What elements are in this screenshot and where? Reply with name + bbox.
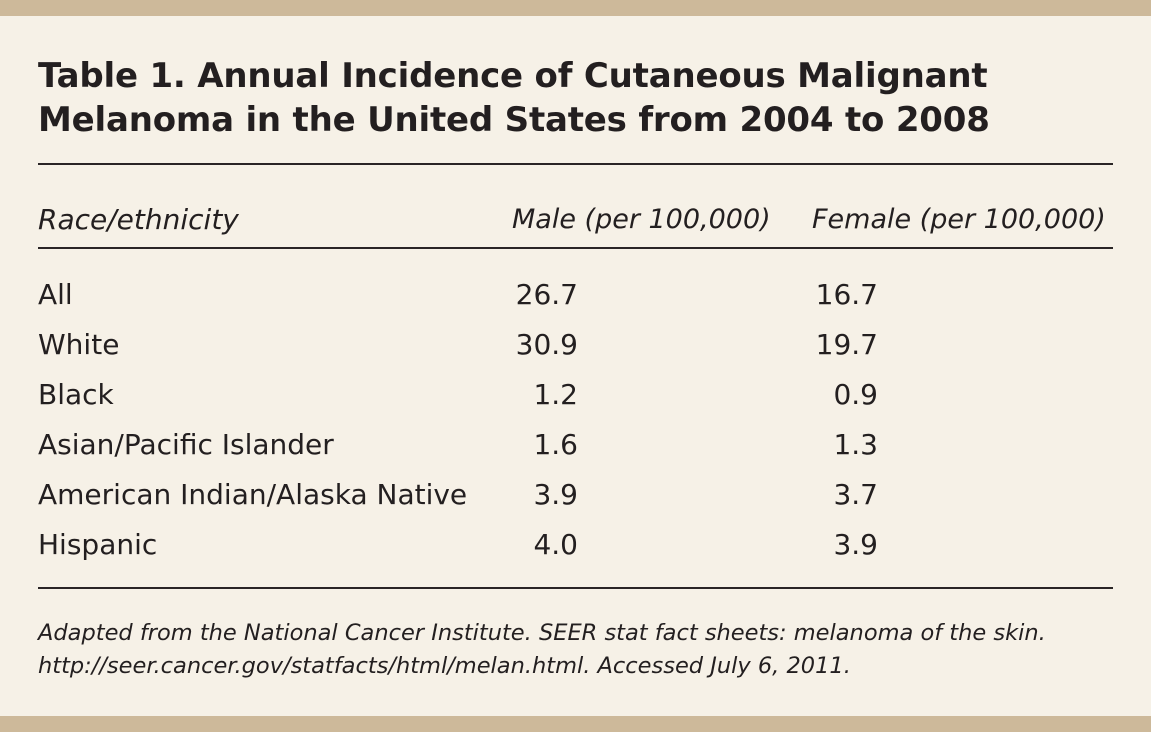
table-title: Table 1. Annual Incidence of Cutaneous M… (38, 54, 1098, 142)
race-cell: American Indian/Alaska Native (38, 478, 468, 511)
footnote-line-1: Adapted from the National Cancer Institu… (38, 620, 1046, 646)
table-row: All 26.7 16.7 (0, 277, 1151, 327)
column-header-race: Race/ethnicity (38, 203, 239, 236)
male-cell: 30.9 (515, 328, 578, 361)
bottom-band (0, 716, 1151, 732)
female-cell: 16.7 (815, 278, 878, 311)
table-title-line-2: Melanoma in the United States from 2004 … (38, 100, 990, 140)
top-rule (38, 163, 1113, 165)
race-cell: White (38, 328, 120, 361)
table-row: American Indian/Alaska Native 3.9 3.7 (0, 477, 1151, 527)
table-row: White 30.9 19.7 (0, 327, 1151, 377)
column-header-male: Male (per 100,000) (512, 204, 771, 235)
footnote-line-2: http://seer.cancer.gov/statfacts/html/me… (38, 653, 851, 679)
race-cell: Hispanic (38, 528, 158, 561)
header-rule (38, 247, 1113, 249)
column-header-female: Female (per 100,000) (812, 204, 1106, 235)
female-cell: 3.9 (833, 528, 878, 561)
male-cell: 3.9 (533, 478, 578, 511)
male-cell: 26.7 (515, 278, 578, 311)
male-cell: 1.6 (533, 428, 578, 461)
male-cell: 4.0 (533, 528, 578, 561)
table-title-line-1: Table 1. Annual Incidence of Cutaneous M… (38, 56, 988, 96)
table-row: Asian/Pacific Islander 1.6 1.3 (0, 427, 1151, 477)
race-cell: Black (38, 378, 114, 411)
top-band (0, 0, 1151, 16)
female-cell: 1.3 (833, 428, 878, 461)
table-row: Hispanic 4.0 3.9 (0, 527, 1151, 577)
race-cell: Asian/Pacific Islander (38, 428, 334, 461)
female-cell: 3.7 (833, 478, 878, 511)
race-cell: All (38, 278, 73, 311)
table-row: Black 1.2 0.9 (0, 377, 1151, 427)
female-cell: 19.7 (815, 328, 878, 361)
female-cell: 0.9 (833, 378, 878, 411)
male-cell: 1.2 (533, 378, 578, 411)
bottom-rule (38, 587, 1113, 589)
source-footnote: Adapted from the National Cancer Institu… (38, 617, 1128, 683)
